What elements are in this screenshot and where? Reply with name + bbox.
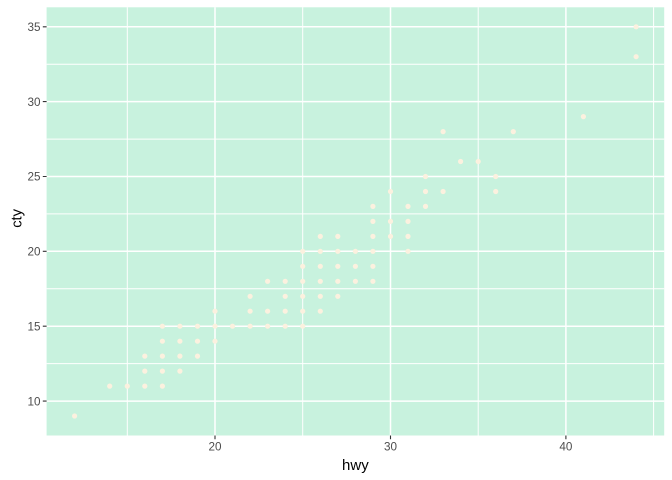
svg-text:hwy: hwy <box>342 457 369 474</box>
svg-text:40: 40 <box>559 441 573 454</box>
svg-text:20: 20 <box>27 246 41 259</box>
svg-text:10: 10 <box>27 395 41 408</box>
svg-text:35: 35 <box>27 21 41 34</box>
svg-text:cty: cty <box>10 208 26 227</box>
svg-text:30: 30 <box>27 96 41 109</box>
svg-text:20: 20 <box>208 441 222 454</box>
svg-text:30: 30 <box>384 441 398 454</box>
svg-text:15: 15 <box>27 320 41 333</box>
svg-text:25: 25 <box>27 171 41 184</box>
